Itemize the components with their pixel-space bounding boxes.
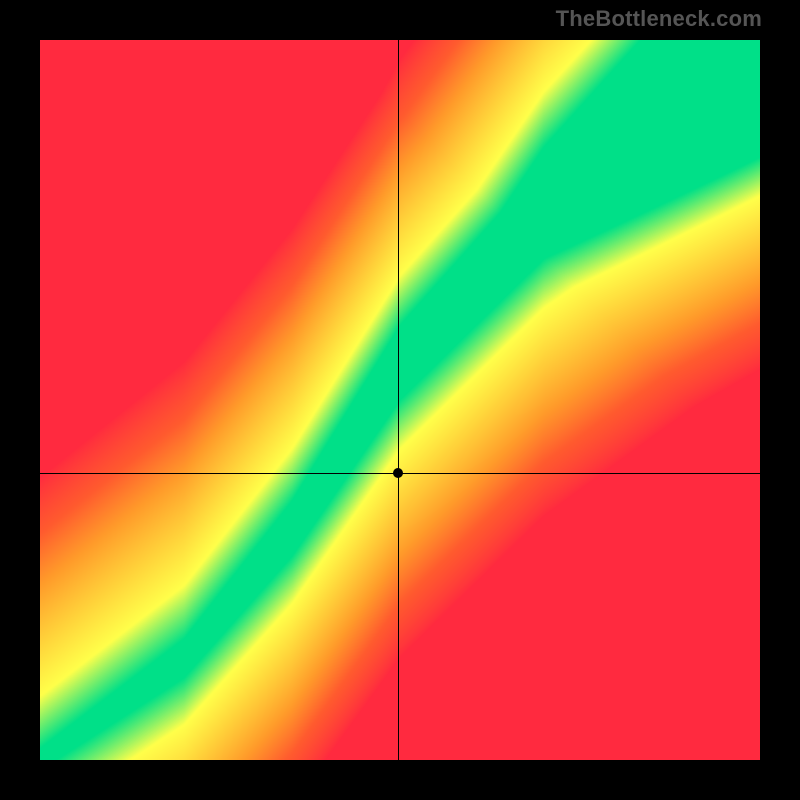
crosshair-vertical [398, 40, 399, 760]
watermark-text: TheBottleneck.com [556, 6, 762, 32]
crosshair-marker [393, 468, 403, 478]
chart-container: TheBottleneck.com [0, 0, 800, 800]
plot-area [40, 40, 760, 760]
heatmap-canvas [40, 40, 760, 760]
